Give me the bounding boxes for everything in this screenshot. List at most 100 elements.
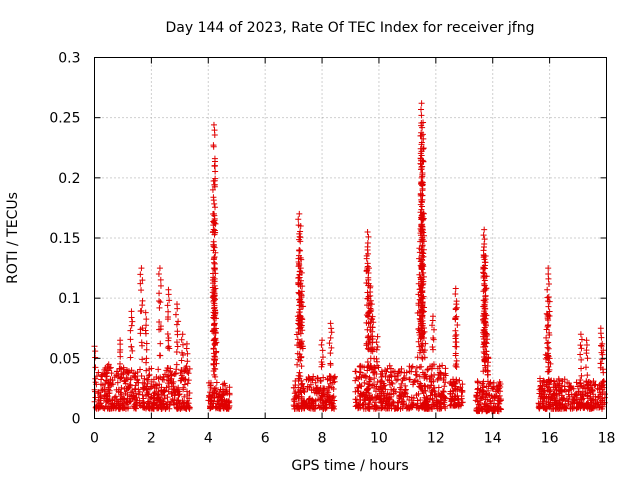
- data-point: [210, 265, 217, 272]
- data-point: [99, 371, 106, 378]
- data-point: [482, 401, 489, 408]
- data-point: [296, 317, 303, 324]
- data-point: [366, 397, 373, 404]
- data-point: [472, 397, 479, 404]
- data-point: [310, 373, 317, 380]
- data-point: [212, 403, 219, 410]
- data-point: [599, 397, 606, 404]
- data-point: [114, 368, 121, 375]
- data-point: [424, 398, 431, 405]
- data-point: [452, 327, 459, 334]
- x-tick-label: 14: [484, 431, 502, 447]
- data-point: [123, 374, 130, 381]
- data-point: [482, 362, 489, 369]
- data-point: [353, 374, 360, 381]
- data-point: [296, 247, 303, 254]
- data-point: [405, 405, 412, 412]
- data-point: [418, 295, 425, 302]
- data-point: [544, 315, 551, 322]
- data-point: [298, 322, 305, 329]
- data-point: [131, 386, 138, 393]
- y-tick-label: 0.25: [49, 111, 80, 127]
- data-point: [159, 398, 166, 405]
- data-point: [211, 200, 218, 207]
- data-point: [213, 379, 220, 386]
- data-point: [415, 291, 422, 298]
- data-point: [180, 351, 187, 358]
- data-point: [156, 298, 163, 305]
- data-point: [545, 395, 552, 402]
- data-point: [353, 396, 360, 403]
- data-point: [211, 394, 218, 401]
- data-point: [369, 382, 376, 389]
- data-point: [396, 394, 403, 401]
- data-point: [578, 365, 585, 372]
- x-tick-label: 16: [541, 431, 559, 447]
- data-point: [415, 302, 422, 309]
- data-point: [211, 259, 218, 266]
- data-point: [408, 397, 415, 404]
- data-point: [595, 394, 602, 401]
- data-point: [117, 375, 124, 382]
- data-point: [184, 392, 191, 399]
- data-point: [561, 404, 568, 411]
- data-point: [299, 283, 306, 290]
- data-point: [544, 340, 551, 347]
- data-point: [319, 354, 326, 361]
- data-point: [212, 366, 219, 373]
- data-point: [419, 270, 426, 277]
- data-point: [165, 308, 172, 315]
- data-point: [312, 379, 319, 386]
- data-point: [331, 405, 338, 412]
- data-point: [388, 379, 395, 386]
- data-point: [430, 336, 437, 343]
- data-point: [156, 352, 163, 359]
- data-point: [452, 343, 459, 350]
- data-point: [414, 354, 421, 361]
- data-point: [453, 331, 460, 338]
- data-point: [145, 391, 152, 398]
- data-point: [328, 384, 335, 391]
- data-point: [480, 349, 487, 356]
- data-point: [374, 392, 381, 399]
- data-point: [210, 222, 217, 229]
- data-point: [396, 389, 403, 396]
- data-point: [361, 379, 368, 386]
- data-point: [377, 384, 384, 391]
- data-point: [365, 274, 372, 281]
- data-point: [130, 392, 137, 399]
- data-point: [420, 278, 427, 285]
- data-point: [488, 404, 495, 411]
- data-point: [328, 325, 335, 332]
- data-point: [420, 250, 427, 257]
- data-point: [419, 163, 426, 170]
- data-point: [583, 378, 590, 385]
- data-point: [597, 384, 604, 391]
- data-point: [489, 385, 496, 392]
- data-point: [148, 393, 155, 400]
- data-point: [417, 380, 424, 387]
- data-point: [484, 363, 491, 369]
- data-point: [417, 191, 424, 198]
- data-point: [434, 376, 441, 383]
- data-point: [211, 217, 218, 224]
- data-point: [415, 338, 422, 345]
- data-point: [177, 369, 184, 376]
- data-point: [481, 241, 488, 248]
- data-point: [166, 377, 173, 384]
- data-point: [481, 265, 488, 272]
- x-axis-label: GPS time / hours: [291, 458, 408, 474]
- data-point: [211, 302, 218, 309]
- y-tick-label: 0: [72, 412, 81, 428]
- x-tick-label: 12: [427, 431, 445, 447]
- data-point: [598, 334, 605, 341]
- data-point: [296, 391, 303, 398]
- data-point: [172, 311, 179, 318]
- data-point: [414, 400, 421, 407]
- data-point: [490, 407, 497, 414]
- data-point: [406, 363, 413, 370]
- data-point: [421, 328, 428, 335]
- data-point: [365, 233, 372, 240]
- data-point: [452, 379, 459, 386]
- data-point: [482, 259, 489, 266]
